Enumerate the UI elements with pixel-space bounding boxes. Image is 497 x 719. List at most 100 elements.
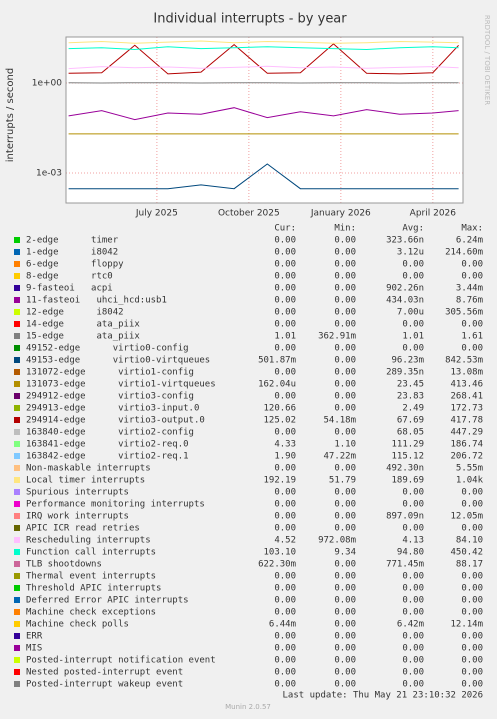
legend-value: 0.00 <box>334 308 356 318</box>
legend-label: Posted-interrupt notification event <box>26 656 216 666</box>
legend-value: 0.00 <box>461 584 483 594</box>
legend-value: 189.69 <box>391 476 424 486</box>
legend-value: 0.00 <box>461 632 483 642</box>
legend-value: 0.00 <box>334 248 356 258</box>
legend-swatch <box>14 597 20 603</box>
legend-label: 131073-edge virtio1-virtqueues <box>26 380 216 390</box>
legend-swatch <box>14 321 20 327</box>
legend-value: 0.00 <box>334 380 356 390</box>
legend-value: 0.00 <box>274 392 296 402</box>
legend-value: 0.00 <box>274 656 296 666</box>
legend-value: 0.00 <box>334 428 356 438</box>
legend-swatch <box>14 369 20 375</box>
legend-value: 268.41 <box>450 392 483 402</box>
legend-value: 0.00 <box>402 260 424 270</box>
legend-swatch <box>14 393 20 399</box>
legend-value: 972.08m <box>318 536 356 546</box>
legend-label: 163840-edge virtio2-config <box>26 428 194 438</box>
legend-value: 0.00 <box>334 296 356 306</box>
legend-value: 0.00 <box>334 356 356 366</box>
legend-swatch <box>14 273 20 279</box>
legend-value: 0.00 <box>461 344 483 354</box>
legend-label: 294913-edge virtio3-input.0 <box>26 404 199 414</box>
legend-label: TLB shootdowns <box>26 560 102 570</box>
legend-value: 0.00 <box>461 680 483 690</box>
legend-value: 0.00 <box>274 296 296 306</box>
legend-swatch <box>14 309 20 315</box>
legend-value: 0.00 <box>334 668 356 678</box>
legend-value: 6.42m <box>397 620 424 630</box>
legend-value: 0.00 <box>274 608 296 618</box>
legend-value: 0.00 <box>274 632 296 642</box>
legend-swatch <box>14 237 20 243</box>
legend-label: 8-edge rtc0 <box>26 272 113 282</box>
legend-label: Rescheduling interrupts <box>26 536 151 546</box>
legend-swatch <box>14 561 20 567</box>
legend-value: 771.45m <box>386 560 424 570</box>
legend-label: Posted-interrupt wakeup event <box>26 680 183 690</box>
legend-value: 0.00 <box>402 524 424 534</box>
legend-value: 0.00 <box>334 500 356 510</box>
legend-value: 0.00 <box>274 368 296 378</box>
legend-value: 8.76m <box>456 296 483 306</box>
legend-value: 115.12 <box>391 452 424 462</box>
legend-label: 11-fasteoi uhci_hcd:usb1 <box>26 296 167 306</box>
side-text: RRDTOOL / TOBI OETIKER <box>483 15 491 105</box>
legend-value: 0.00 <box>334 524 356 534</box>
legend-value: 0.00 <box>402 680 424 690</box>
legend-swatch <box>14 609 20 615</box>
legend-value: 0.00 <box>402 584 424 594</box>
legend-value: 0.00 <box>274 236 296 246</box>
legend-label: 163841-edge virtio2-req.0 <box>26 440 189 450</box>
legend-value: 842.53m <box>445 356 483 366</box>
legend-value: 0.00 <box>402 644 424 654</box>
legend-value: 23.45 <box>397 380 424 390</box>
legend-value: 0.00 <box>461 572 483 582</box>
legend-value: 0.00 <box>334 284 356 294</box>
legend-value: 1.10 <box>334 440 356 450</box>
legend-value: 0.00 <box>274 320 296 330</box>
chart-title: Individual interrupts - by year <box>153 12 347 27</box>
legend-value: 622.30m <box>258 560 296 570</box>
legend-value: 0.00 <box>334 596 356 606</box>
legend-value: 0.00 <box>274 512 296 522</box>
legend-swatch <box>14 249 20 255</box>
legend-value: 0.00 <box>461 644 483 654</box>
legend-swatch <box>14 357 20 363</box>
legend-value: 0.00 <box>402 632 424 642</box>
legend-value: 0.00 <box>274 644 296 654</box>
legend-value: 0.00 <box>334 464 356 474</box>
series-line <box>68 43 459 75</box>
legend-value: 492.30n <box>386 464 424 474</box>
legend-value: 4.52 <box>274 536 296 546</box>
legend-label: Function call interrupts <box>26 548 156 558</box>
legend-swatch <box>14 645 20 651</box>
legend-value: 0.00 <box>461 524 483 534</box>
legend-value: 4.33 <box>274 440 296 450</box>
legend-value: 0.00 <box>461 260 483 270</box>
legend-value: 192.19 <box>263 476 296 486</box>
legend-swatch <box>14 489 20 495</box>
legend-label: Spurious interrupts <box>26 488 129 498</box>
legend-swatch <box>14 585 20 591</box>
legend-swatch <box>14 405 20 411</box>
legend-value: 417.78 <box>450 416 483 426</box>
legend-label: Machine check exceptions <box>26 608 156 618</box>
legend-value: 6.24m <box>456 236 483 246</box>
legend-value: 0.00 <box>274 308 296 318</box>
legend-label: 14-edge ata_piix <box>26 320 140 330</box>
legend-label: Thermal event interrupts <box>26 572 156 582</box>
legend-value: 413.46 <box>450 380 483 390</box>
legend-value: 0.00 <box>402 500 424 510</box>
plot-area <box>66 37 463 203</box>
legend-value: 0.00 <box>274 680 296 690</box>
legend-value: 0.00 <box>461 272 483 282</box>
series-line <box>68 46 459 51</box>
legend-value: 0.00 <box>461 488 483 498</box>
legend-label: 9-fasteoi acpi <box>26 284 113 294</box>
legend-swatch <box>14 453 20 459</box>
legend-swatch <box>14 477 20 483</box>
legend-swatch <box>14 573 20 579</box>
legend-swatch <box>14 345 20 351</box>
legend-value: 2.49 <box>402 404 424 414</box>
